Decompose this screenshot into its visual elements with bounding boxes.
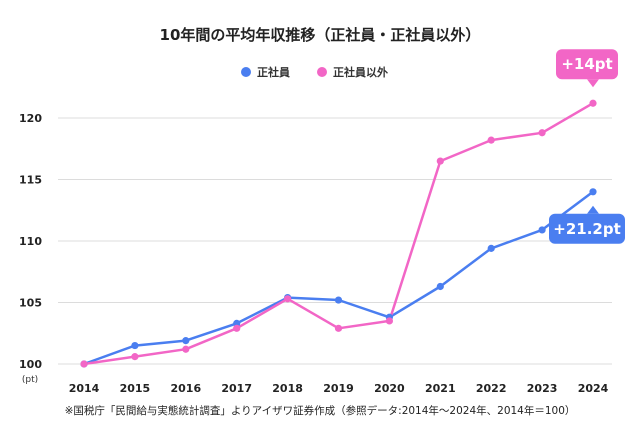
data-point-0 [589,188,597,196]
callout-box-1 [549,213,625,244]
data-point-1 [589,99,597,107]
x-tick-label: 2020 [374,382,405,395]
data-point-1 [131,353,139,361]
callout-pointer-0 [587,79,599,88]
x-tick-label: 2023 [527,382,558,395]
callout-label-0: +14pt [561,55,612,73]
legend-marker-seishain-igai [317,67,327,77]
data-point-1 [80,360,88,368]
x-tick-label: 2019 [323,382,354,395]
x-tick-labels: 2014 2015 2016 2017 2018 2019 2020 2021 2022 2023… [69,382,609,395]
data-point-1 [334,324,343,332]
data-point-1 [538,129,546,137]
data-point-0 [131,341,139,350]
grid-lines [58,117,612,365]
y-tick-label: 120 [19,112,42,125]
callout-box-0 [556,49,618,80]
callouts: +14pt +21.2pt [549,49,625,244]
x-tick-label: 2022 [476,382,507,395]
x-tick-label: 2021 [425,382,456,395]
data-point-1 [385,317,393,325]
y-tick-label: 105 [19,297,42,310]
data-point-0 [436,282,444,291]
x-tick-label: 2015 [120,382,151,395]
y-tick-label: 100 [19,358,42,371]
legend-marker-seishain [241,67,251,77]
source-note: ※国税庁「民間給与実態統計調査」よりアイザワ証券作成（参照データ:2014年〜2… [65,404,576,417]
y-axis-unit: (pt) [22,375,38,385]
series-points [80,99,597,368]
data-point-0 [334,296,343,304]
y-tick-labels: 100 105 110 115 120 [19,112,42,371]
data-point-1 [182,345,190,353]
data-point-1 [436,157,444,165]
x-tick-label: 2014 [69,382,100,395]
y-tick-label: 115 [19,174,42,187]
callout-pointer-1 [587,205,599,214]
x-tick-label: 2017 [221,382,252,395]
data-point-0 [538,226,546,234]
legend-label-seishain: 正社員 [257,65,290,79]
data-point-0 [182,337,190,345]
series-line-0 [83,190,594,366]
x-tick-label: 2018 [272,382,303,395]
data-point-1 [284,295,292,303]
chart-title: 10年間の平均年収推移（正社員・正社員以外） [160,26,481,44]
legend: 正社員 正社員以外 [241,65,388,79]
y-tick-label: 110 [19,235,42,248]
data-point-1 [487,136,495,144]
data-point-0 [233,319,241,328]
x-tick-label: 2016 [170,382,201,395]
x-tick-label: 2024 [578,382,609,395]
legend-label-seishain-igai: 正社員以外 [333,65,388,79]
callout-label-1: +21.2pt [553,220,621,238]
data-point-0 [487,244,495,252]
data-point-1 [233,324,241,332]
